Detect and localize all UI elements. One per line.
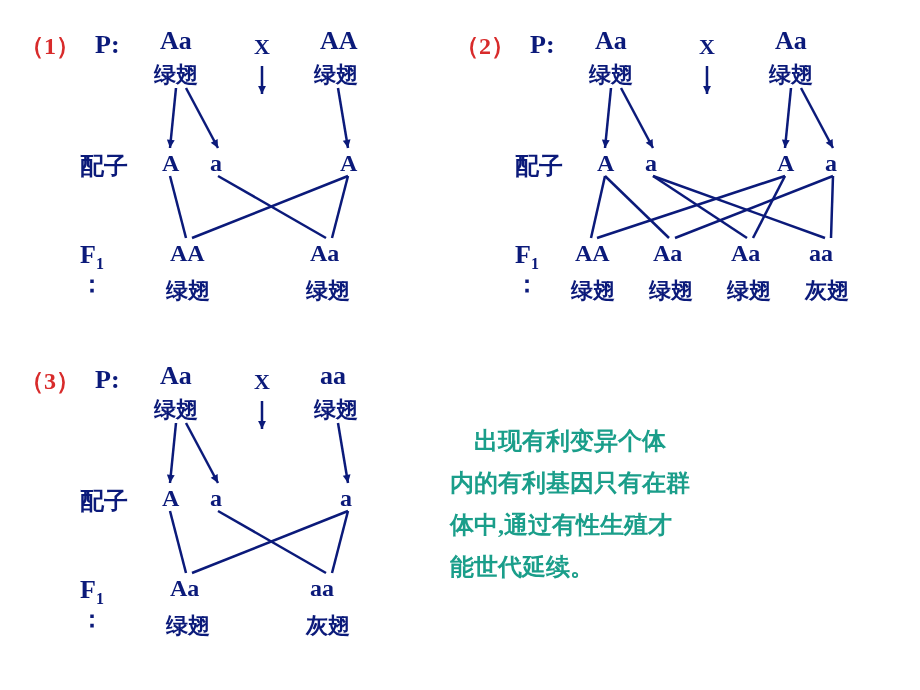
svg-line-6 xyxy=(338,88,348,148)
svg-marker-13 xyxy=(703,86,711,94)
svg-marker-1 xyxy=(258,86,266,94)
svg-line-18 xyxy=(785,88,791,148)
svg-line-28 xyxy=(653,176,825,238)
svg-line-16 xyxy=(621,88,653,148)
svg-line-11 xyxy=(332,176,348,238)
svg-line-22 xyxy=(591,176,605,238)
svg-line-10 xyxy=(218,176,326,238)
svg-line-14 xyxy=(605,88,611,148)
svg-line-40 xyxy=(218,511,326,573)
svg-line-20 xyxy=(801,88,833,148)
svg-line-4 xyxy=(186,88,218,148)
svg-line-41 xyxy=(332,511,348,573)
svg-line-2 xyxy=(170,88,176,148)
svg-line-38 xyxy=(170,511,186,573)
svg-line-8 xyxy=(170,176,186,238)
svg-line-24 xyxy=(605,176,669,238)
svg-line-36 xyxy=(338,423,348,483)
svg-line-34 xyxy=(186,423,218,483)
svg-line-32 xyxy=(170,423,176,483)
svg-line-29 xyxy=(831,176,833,238)
svg-marker-31 xyxy=(258,421,266,429)
